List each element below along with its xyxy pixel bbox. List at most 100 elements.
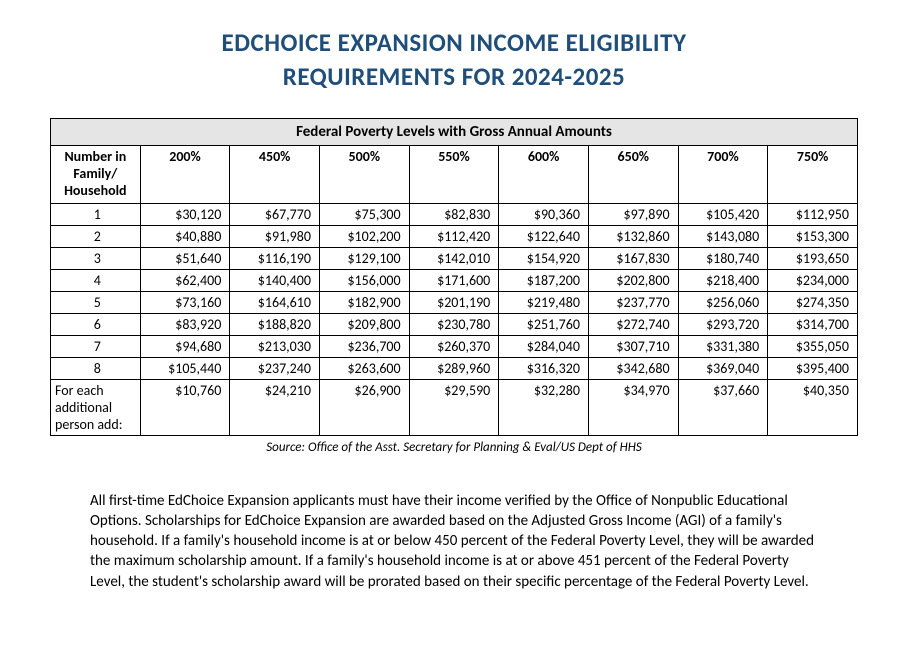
table-body: 1$30,120$67,770$75,300$82,830$90,360$97,… xyxy=(51,203,858,435)
cell-value: $164,610 xyxy=(230,291,320,313)
table-row: 7$94,680$213,030$236,700$260,370$284,040… xyxy=(51,335,858,357)
cell-value: $237,240 xyxy=(230,357,320,379)
cell-value: $307,710 xyxy=(588,335,678,357)
row-label: 3 xyxy=(51,247,141,269)
cell-value: $129,100 xyxy=(319,247,409,269)
cell-value: $201,190 xyxy=(409,291,499,313)
title-line-1: EDCHOICE EXPANSION INCOME ELIGIBILITY xyxy=(222,27,687,58)
cell-value: $156,000 xyxy=(319,269,409,291)
table-caption: Federal Poverty Levels with Gross Annual… xyxy=(51,118,858,145)
col-header-pct: 700% xyxy=(678,145,768,203)
cell-value: $37,660 xyxy=(678,379,768,435)
cell-value: $251,760 xyxy=(499,313,589,335)
cell-value: $369,040 xyxy=(678,357,768,379)
cell-value: $40,880 xyxy=(140,225,230,247)
cell-value: $289,960 xyxy=(409,357,499,379)
table-header-row: Number in Family/ Household 200% 450% 50… xyxy=(51,145,858,203)
table-row: 8$105,440$237,240$263,600$289,960$316,32… xyxy=(51,357,858,379)
page-title: EDCHOICE EXPANSION INCOME ELIGIBILITY RE… xyxy=(50,26,858,94)
cell-value: $105,440 xyxy=(140,357,230,379)
cell-value: $219,480 xyxy=(499,291,589,313)
cell-value: $112,950 xyxy=(768,203,858,225)
cell-value: $395,400 xyxy=(768,357,858,379)
cell-value: $171,600 xyxy=(409,269,499,291)
row-label: 6 xyxy=(51,313,141,335)
cell-value: $260,370 xyxy=(409,335,499,357)
cell-value: $75,300 xyxy=(319,203,409,225)
cell-value: $112,420 xyxy=(409,225,499,247)
table-row: 1$30,120$67,770$75,300$82,830$90,360$97,… xyxy=(51,203,858,225)
cell-value: $142,010 xyxy=(409,247,499,269)
col-header-household: Number in Family/ Household xyxy=(51,145,141,203)
row-label: 4 xyxy=(51,269,141,291)
table-row: 6$83,920$188,820$209,800$230,780$251,760… xyxy=(51,313,858,335)
cell-value: $91,980 xyxy=(230,225,320,247)
cell-value: $67,770 xyxy=(230,203,320,225)
row-label: 7 xyxy=(51,335,141,357)
cell-value: $105,420 xyxy=(678,203,768,225)
cell-value: $182,900 xyxy=(319,291,409,313)
col-header-pct: 500% xyxy=(319,145,409,203)
source-note: Source: Office of the Asst. Secretary fo… xyxy=(50,440,858,455)
cell-value: $331,380 xyxy=(678,335,768,357)
cell-value: $237,770 xyxy=(588,291,678,313)
cell-value: $355,050 xyxy=(768,335,858,357)
cell-value: $30,120 xyxy=(140,203,230,225)
cell-value: $188,820 xyxy=(230,313,320,335)
table-row: 3$51,640$116,190$129,100$142,010$154,920… xyxy=(51,247,858,269)
cell-value: $34,970 xyxy=(588,379,678,435)
cell-value: $10,760 xyxy=(140,379,230,435)
title-line-2: REQUIREMENTS FOR 2024-2025 xyxy=(283,61,625,92)
cell-value: $263,600 xyxy=(319,357,409,379)
cell-value: $132,860 xyxy=(588,225,678,247)
cell-value: $51,640 xyxy=(140,247,230,269)
cell-value: $167,830 xyxy=(588,247,678,269)
cell-value: $193,650 xyxy=(768,247,858,269)
cell-value: $82,830 xyxy=(409,203,499,225)
cell-value: $26,900 xyxy=(319,379,409,435)
col-header-pct: 450% xyxy=(230,145,320,203)
cell-value: $209,800 xyxy=(319,313,409,335)
col-header-pct: 600% xyxy=(499,145,589,203)
row-label: 5 xyxy=(51,291,141,313)
row-label: 2 xyxy=(51,225,141,247)
cell-value: $97,890 xyxy=(588,203,678,225)
cell-value: $153,300 xyxy=(768,225,858,247)
cell-value: $342,680 xyxy=(588,357,678,379)
cell-value: $202,800 xyxy=(588,269,678,291)
cell-value: $213,030 xyxy=(230,335,320,357)
cell-value: $187,200 xyxy=(499,269,589,291)
cell-value: $143,080 xyxy=(678,225,768,247)
body-paragraph: All first-time EdChoice Expansion applic… xyxy=(50,491,858,592)
cell-value: $122,640 xyxy=(499,225,589,247)
cell-value: $90,360 xyxy=(499,203,589,225)
cell-value: $102,200 xyxy=(319,225,409,247)
cell-value: $218,400 xyxy=(678,269,768,291)
cell-value: $24,210 xyxy=(230,379,320,435)
row-label: 1 xyxy=(51,203,141,225)
cell-value: $272,740 xyxy=(588,313,678,335)
col-header-pct: 650% xyxy=(588,145,678,203)
table-row: 2$40,880$91,980$102,200$112,420$122,640$… xyxy=(51,225,858,247)
cell-value: $234,000 xyxy=(768,269,858,291)
cell-value: $83,920 xyxy=(140,313,230,335)
page-container: EDCHOICE EXPANSION INCOME ELIGIBILITY RE… xyxy=(0,0,908,622)
cell-value: $293,720 xyxy=(678,313,768,335)
cell-value: $230,780 xyxy=(409,313,499,335)
table-row-additional: For each additional person add:$10,760$2… xyxy=(51,379,858,435)
cell-value: $32,280 xyxy=(499,379,589,435)
cell-value: $180,740 xyxy=(678,247,768,269)
fpl-table: Federal Poverty Levels with Gross Annual… xyxy=(50,118,858,436)
col-header-pct: 550% xyxy=(409,145,499,203)
cell-value: $40,350 xyxy=(768,379,858,435)
cell-value: $256,060 xyxy=(678,291,768,313)
cell-value: $236,700 xyxy=(319,335,409,357)
table-row: 4$62,400$140,400$156,000$171,600$187,200… xyxy=(51,269,858,291)
cell-value: $274,350 xyxy=(768,291,858,313)
cell-value: $284,040 xyxy=(499,335,589,357)
col-header-pct: 200% xyxy=(140,145,230,203)
cell-value: $73,160 xyxy=(140,291,230,313)
cell-value: $29,590 xyxy=(409,379,499,435)
cell-value: $94,680 xyxy=(140,335,230,357)
cell-value: $154,920 xyxy=(499,247,589,269)
